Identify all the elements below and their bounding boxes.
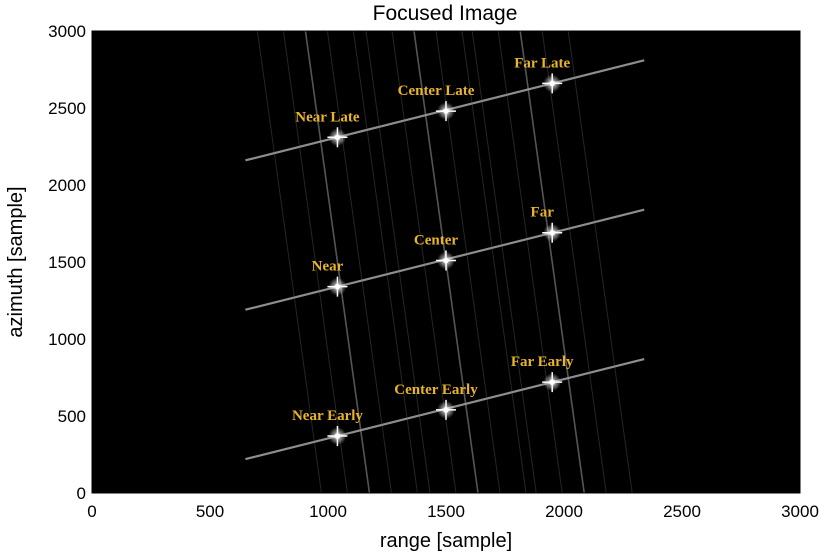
point-target — [436, 101, 456, 122]
y-tick-label: 2000 — [48, 176, 86, 195]
target-label: Far Early — [511, 354, 574, 370]
azimuth-streak — [519, 30, 585, 494]
tick-layer: 0 500 1000 1500 2000 2500 3000 0 500 1000 1500 2000… — [48, 22, 819, 521]
azimuth-sidelobe — [365, 30, 431, 494]
target-label: Near Late — [295, 109, 360, 125]
target-core — [443, 108, 449, 114]
point-target — [436, 399, 456, 420]
y-axis-title: azimuth [sample] — [5, 186, 27, 337]
target-core — [549, 379, 555, 385]
x-tick-label: 500 — [196, 502, 224, 521]
azimuth-sidelobe — [282, 30, 348, 494]
y-tick-label: 1500 — [48, 253, 86, 272]
target-core — [334, 433, 341, 439]
target-core — [443, 257, 449, 264]
chart-title: Focused Image — [373, 2, 518, 25]
point-target — [327, 426, 348, 447]
point-target — [327, 127, 348, 148]
target-label: Far Late — [514, 55, 570, 71]
azimuth-sidelobe — [326, 30, 392, 494]
point-target — [327, 276, 348, 297]
azimuth-sidelobe — [352, 30, 418, 494]
target-label: Far — [531, 205, 555, 221]
y-tick-label: 500 — [58, 407, 86, 426]
azimuth-streak — [304, 30, 371, 494]
azimuth-sidelobe — [256, 30, 322, 494]
x-tick-label: 0 — [87, 502, 96, 521]
y-tick-label: 1000 — [48, 330, 86, 349]
target-core — [549, 80, 555, 87]
target-label: Near Early — [292, 408, 363, 424]
azimuth-sidelobe — [567, 30, 633, 494]
azimuth-sidelobe — [541, 30, 607, 494]
point-target — [542, 73, 563, 94]
target-core — [549, 229, 555, 236]
label-layer: Near Late Center Late Far Late Near Center Fa… — [292, 55, 574, 424]
y-tick-label: 0 — [77, 484, 86, 503]
target-label: Center — [414, 232, 458, 248]
x-tick-label: 1000 — [309, 502, 347, 521]
x-tick-label: 1500 — [427, 502, 465, 521]
y-tick-label: 2500 — [48, 99, 86, 118]
target-layer — [327, 73, 563, 447]
point-target — [436, 250, 456, 271]
x-tick-label: 2500 — [663, 502, 701, 521]
target-label: Center Late — [398, 83, 475, 99]
target-label: Near — [312, 259, 344, 275]
point-target — [542, 372, 563, 393]
target-label: Center Early — [394, 382, 478, 398]
target-core — [443, 407, 449, 413]
azimuth-sidelobe — [461, 30, 527, 494]
azimuth-sidelobe — [497, 30, 563, 494]
x-axis-title: range [sample] — [380, 530, 512, 552]
azimuth-sidelobe — [471, 30, 537, 494]
x-tick-label: 2000 — [545, 502, 583, 521]
target-core — [334, 283, 341, 290]
target-core — [334, 134, 341, 141]
y-tick-label: 3000 — [48, 22, 86, 41]
point-target — [542, 222, 563, 243]
x-tick-label: 3000 — [781, 502, 819, 521]
